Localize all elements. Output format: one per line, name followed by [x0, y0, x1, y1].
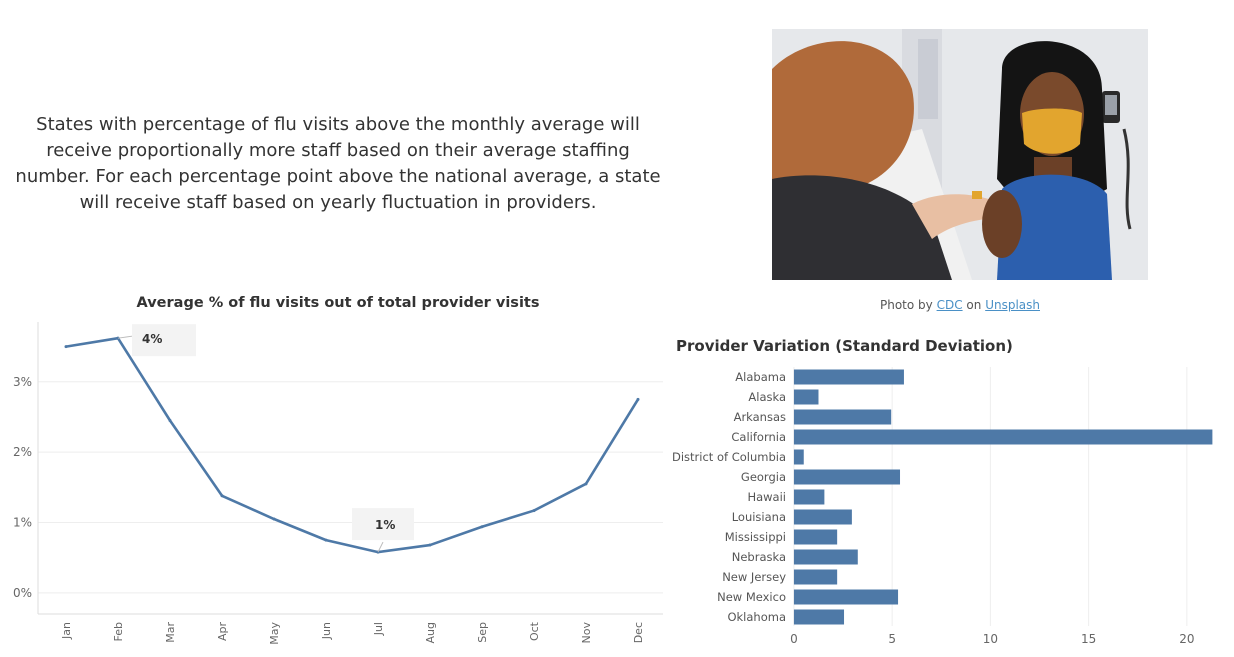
bar: [793, 609, 845, 625]
annotation-box: [352, 508, 414, 541]
x-tick-label: Aug: [424, 622, 437, 643]
x-tick-label: 5: [888, 632, 896, 646]
data-point: [272, 517, 276, 521]
data-point: [532, 509, 536, 513]
credit-prefix: Photo by: [879, 298, 933, 312]
y-tick-label: 0%: [13, 586, 32, 600]
annotation-leader: [377, 541, 384, 553]
x-tick-label: 20: [1179, 632, 1194, 646]
x-tick-label: Mar: [164, 622, 177, 643]
data-point: [116, 336, 120, 340]
annotation: 1%: [352, 508, 414, 553]
data-point: [64, 345, 68, 349]
bar-chart-title: Provider Variation (Standard Deviation): [676, 337, 1013, 355]
category-label: Alaska: [748, 390, 786, 404]
annotation: 4%: [117, 324, 196, 357]
data-point: [428, 543, 432, 547]
category-label: Hawaii: [747, 490, 786, 504]
provider-variation-bar-chart: 0 5 10 15 20 Alabama Alaska Arkansas California D…: [672, 367, 1213, 646]
x-tick-label: Oct: [528, 621, 541, 641]
x-tick-label: Jul: [372, 622, 385, 636]
credit-site-link[interactable]: Unsplash: [985, 298, 1040, 312]
series-line-flu-visits: [65, 336, 640, 554]
credit-middle: on: [966, 298, 982, 312]
x-tick-label: Dec: [632, 622, 645, 643]
data-point: [324, 538, 328, 542]
x-tick-label: Jan: [60, 622, 73, 640]
category-label: Alabama: [735, 370, 786, 384]
data-point: [168, 419, 172, 423]
x-tick-label: Feb: [112, 622, 125, 641]
x-tick-label: Nov: [580, 622, 593, 644]
x-tick-label: 0: [790, 632, 798, 646]
annotation-label: 4%: [142, 332, 162, 346]
bar: [793, 489, 825, 505]
photo-credit: Photo by CDC on Unsplash: [772, 298, 1148, 312]
data-point: [584, 482, 588, 486]
x-tick-label: 10: [983, 632, 998, 646]
x-tick-label: Jun: [320, 622, 333, 640]
y-tick-label: 1%: [13, 516, 32, 530]
flu-visits-line-chart: 0% 1% 2% 3% Jan Feb Mar Apr May Jun Jul Aug Sep Oct No…: [13, 322, 663, 645]
category-label: Georgia: [741, 470, 786, 484]
intro-text: States with percentage of flu visits abo…: [15, 114, 661, 213]
bar: [793, 529, 838, 545]
vaccination-photo: [772, 29, 1148, 280]
annotation-box: [132, 324, 196, 357]
line-chart-title: Average % of flu visits out of total pro…: [136, 295, 540, 311]
data-point: [480, 525, 484, 529]
data-point: [636, 397, 640, 401]
x-tick-label: Apr: [216, 622, 229, 642]
category-label: Oklahoma: [727, 610, 786, 624]
bar: [793, 469, 901, 485]
bar: [793, 409, 892, 425]
bar: [793, 589, 899, 605]
category-label: New Jersey: [722, 570, 786, 584]
category-label: Louisiana: [732, 510, 786, 524]
annotation-leader: [117, 335, 133, 339]
category-label: Nebraska: [732, 550, 786, 564]
category-label: Mississippi: [725, 530, 786, 544]
x-tick-label: 15: [1081, 632, 1096, 646]
bar: [793, 509, 852, 525]
photo-illustration: [772, 29, 1148, 280]
category-label: California: [731, 430, 786, 444]
y-tick-label: 3%: [13, 375, 32, 389]
bar: [793, 389, 819, 405]
bar: [793, 429, 1213, 445]
bar: [793, 569, 838, 585]
y-tick-label: 2%: [13, 445, 32, 459]
category-label: Arkansas: [734, 410, 786, 424]
category-label: New Mexico: [717, 590, 786, 604]
bar: [793, 369, 904, 385]
credit-author-link[interactable]: CDC: [936, 298, 963, 312]
data-point: [220, 494, 224, 498]
x-tick-label: Sep: [476, 622, 489, 643]
bar: [793, 449, 804, 465]
annotation-label: 1%: [375, 518, 395, 532]
bar: [793, 549, 858, 565]
category-label: District of Columbia: [672, 450, 786, 464]
x-tick-label: May: [268, 622, 281, 645]
